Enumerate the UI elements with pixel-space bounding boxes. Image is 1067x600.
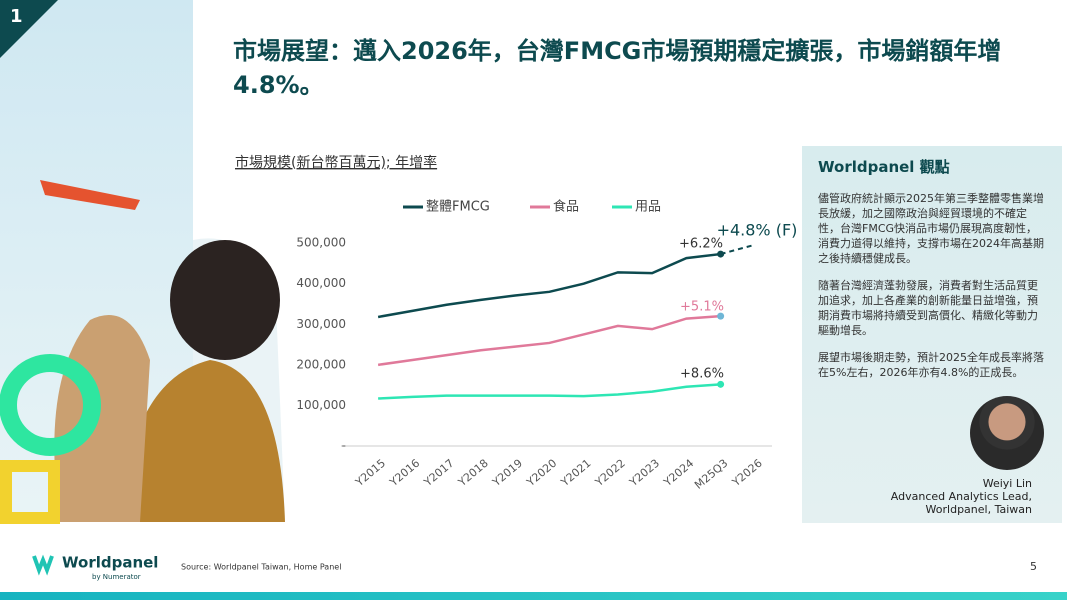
x-tick-label: Y2018 bbox=[455, 457, 491, 490]
x-tick-label: Y2019 bbox=[489, 457, 525, 490]
logo-sub: by Numerator bbox=[92, 573, 141, 581]
paragraph: 隨著台灣經濟蓬勃發展，消費者對生活品質更加追求，加上各產業的創新能量日益增強，預… bbox=[818, 279, 1038, 337]
line bbox=[377, 252, 721, 319]
x-tick-label: M25Q3 bbox=[692, 457, 730, 492]
person-line: Advanced Analytics Lead, bbox=[890, 490, 1032, 503]
logo: Worldpanel bbox=[62, 554, 158, 572]
line bbox=[377, 314, 721, 367]
ring bbox=[0, 354, 101, 456]
person: Weiyi Lin Advanced Analytics Lead, Worldpa… bbox=[891, 477, 1032, 516]
sweater bbox=[120, 360, 285, 522]
legend-label: 整體FMCG bbox=[426, 200, 490, 215]
x-tick-label: Y2017 bbox=[421, 457, 457, 490]
page-number: 5 bbox=[1030, 560, 1037, 573]
x-tick-label: Y2023 bbox=[626, 457, 662, 490]
end-point bbox=[717, 250, 725, 258]
person-line: Weiyi Lin bbox=[982, 477, 1032, 490]
forecast-line bbox=[720, 243, 756, 256]
x-tick-label: Y2016 bbox=[387, 457, 423, 490]
annotation: +4.8% (F) bbox=[717, 221, 798, 240]
footer-bar bbox=[0, 592, 1067, 600]
logo-mark bbox=[32, 554, 54, 576]
y-tick-label: 500,000 bbox=[296, 236, 346, 250]
toy-plane bbox=[40, 180, 140, 210]
chart-subtitle: 市場規模(新台幣百萬元); 年增率 bbox=[235, 154, 437, 171]
panel-body: 儘管政府統計顯示2025年第三季整體零售業增長放緩，加之國際政治與經貿環境的不確… bbox=[818, 191, 1048, 380]
corner bbox=[0, 0, 58, 58]
legend-label: 食品 bbox=[553, 199, 579, 215]
y-tick-label: - bbox=[342, 439, 346, 453]
square bbox=[0, 460, 60, 524]
x-tick-label: Y2024 bbox=[661, 457, 697, 490]
slide-number: 1 bbox=[10, 6, 23, 27]
annotation: +6.2% bbox=[679, 237, 723, 252]
portrait bbox=[970, 396, 1044, 470]
source: Source: Worldpanel Taiwan, Home Panel bbox=[181, 563, 341, 572]
hair bbox=[170, 240, 280, 360]
title: 市場展望：邁入2026年，台灣FMCG市場預期穩定擴張，市場銷額年增4.8%。 bbox=[233, 37, 1002, 99]
y-tick-label: 200,000 bbox=[296, 357, 346, 371]
legend-label: 用品 bbox=[635, 200, 661, 215]
person-line: Worldpanel, Taiwan bbox=[925, 503, 1032, 516]
panel-heading: Worldpanel 觀點 bbox=[818, 158, 950, 176]
end-point bbox=[717, 312, 725, 320]
x-tick-label: Y2026 bbox=[729, 457, 765, 490]
line bbox=[378, 383, 721, 400]
paragraph: 儘管政府統計顯示2025年第三季整體零售業增長放緩，加之國際政治與經貿環境的不確… bbox=[818, 192, 1044, 265]
x-tick-label: Y2021 bbox=[558, 457, 594, 490]
insight-panel: Worldpanel 觀點 儘管政府統計顯示2025年第三季整體零售業增長放緩，… bbox=[802, 146, 1062, 523]
y-tick-label: 400,000 bbox=[296, 276, 346, 290]
paragraph: 展望市場後期走勢，預計2025全年成長率將落在5%左右，2026年亦有4.8%的… bbox=[818, 351, 1044, 379]
x-tick-label: Y2015 bbox=[352, 457, 388, 490]
end-point bbox=[717, 380, 725, 388]
y-tick-label: 100,000 bbox=[296, 398, 346, 412]
y-tick-label: 300,000 bbox=[296, 317, 346, 331]
x-tick-label: Y2022 bbox=[592, 457, 628, 490]
annotation: +5.1% bbox=[680, 300, 724, 315]
x-tick-label: Y2020 bbox=[524, 457, 560, 490]
annotation: +8.6% bbox=[680, 367, 724, 382]
